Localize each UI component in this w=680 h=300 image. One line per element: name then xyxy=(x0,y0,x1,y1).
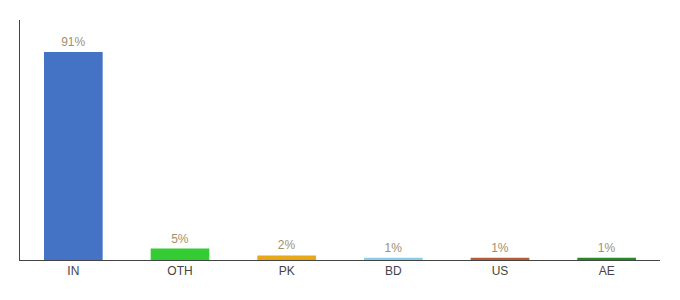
svg-text:US: US xyxy=(492,264,509,278)
svg-text:1%: 1% xyxy=(491,241,509,255)
svg-text:AE: AE xyxy=(599,264,615,278)
svg-text:5%: 5% xyxy=(171,232,189,246)
svg-text:1%: 1% xyxy=(598,241,616,255)
svg-text:91%: 91% xyxy=(61,35,85,49)
svg-text:OTH: OTH xyxy=(167,264,192,278)
svg-text:PK: PK xyxy=(279,264,295,278)
svg-text:1%: 1% xyxy=(384,241,402,255)
svg-text:IN: IN xyxy=(67,264,79,278)
svg-text:BD: BD xyxy=(385,264,402,278)
svg-text:2%: 2% xyxy=(278,238,296,252)
